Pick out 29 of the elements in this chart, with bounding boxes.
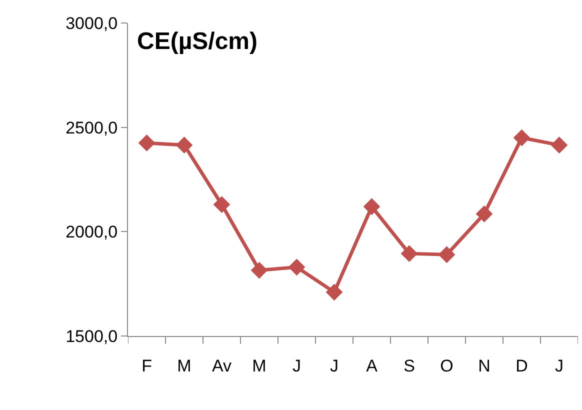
point: [400, 245, 418, 262]
y-tick-label: 1500,0: [66, 326, 118, 346]
y-tick-label: 2000,0: [66, 222, 118, 242]
point: [438, 246, 456, 264]
point: [138, 134, 156, 152]
x-tick-label: N: [478, 356, 490, 376]
x-tick-label: M: [252, 356, 266, 376]
point: [513, 129, 530, 146]
x-tick-label: Av: [212, 356, 232, 376]
point: [176, 136, 193, 154]
y-tick-label: 2500,0: [66, 118, 118, 138]
point: [288, 258, 306, 276]
point: [476, 205, 493, 222]
point: [213, 196, 230, 213]
x-tick-label: O: [440, 356, 454, 376]
x-tick-label: J: [330, 356, 338, 376]
x-tick-label: D: [516, 356, 528, 376]
point: [326, 284, 343, 301]
point: [250, 262, 268, 279]
chart-title: CE(µS/cm): [137, 28, 258, 56]
x-tick-label: F: [142, 356, 152, 376]
y-tick-label: 3000,0: [66, 14, 118, 33]
point: [550, 136, 568, 154]
x-tick-label: J: [292, 356, 301, 376]
x-tick-label: M: [177, 356, 192, 376]
x-tick-label: J: [555, 356, 564, 376]
x-tick-label: A: [366, 356, 378, 376]
point: [363, 198, 380, 216]
x-tick-label: S: [404, 356, 415, 376]
